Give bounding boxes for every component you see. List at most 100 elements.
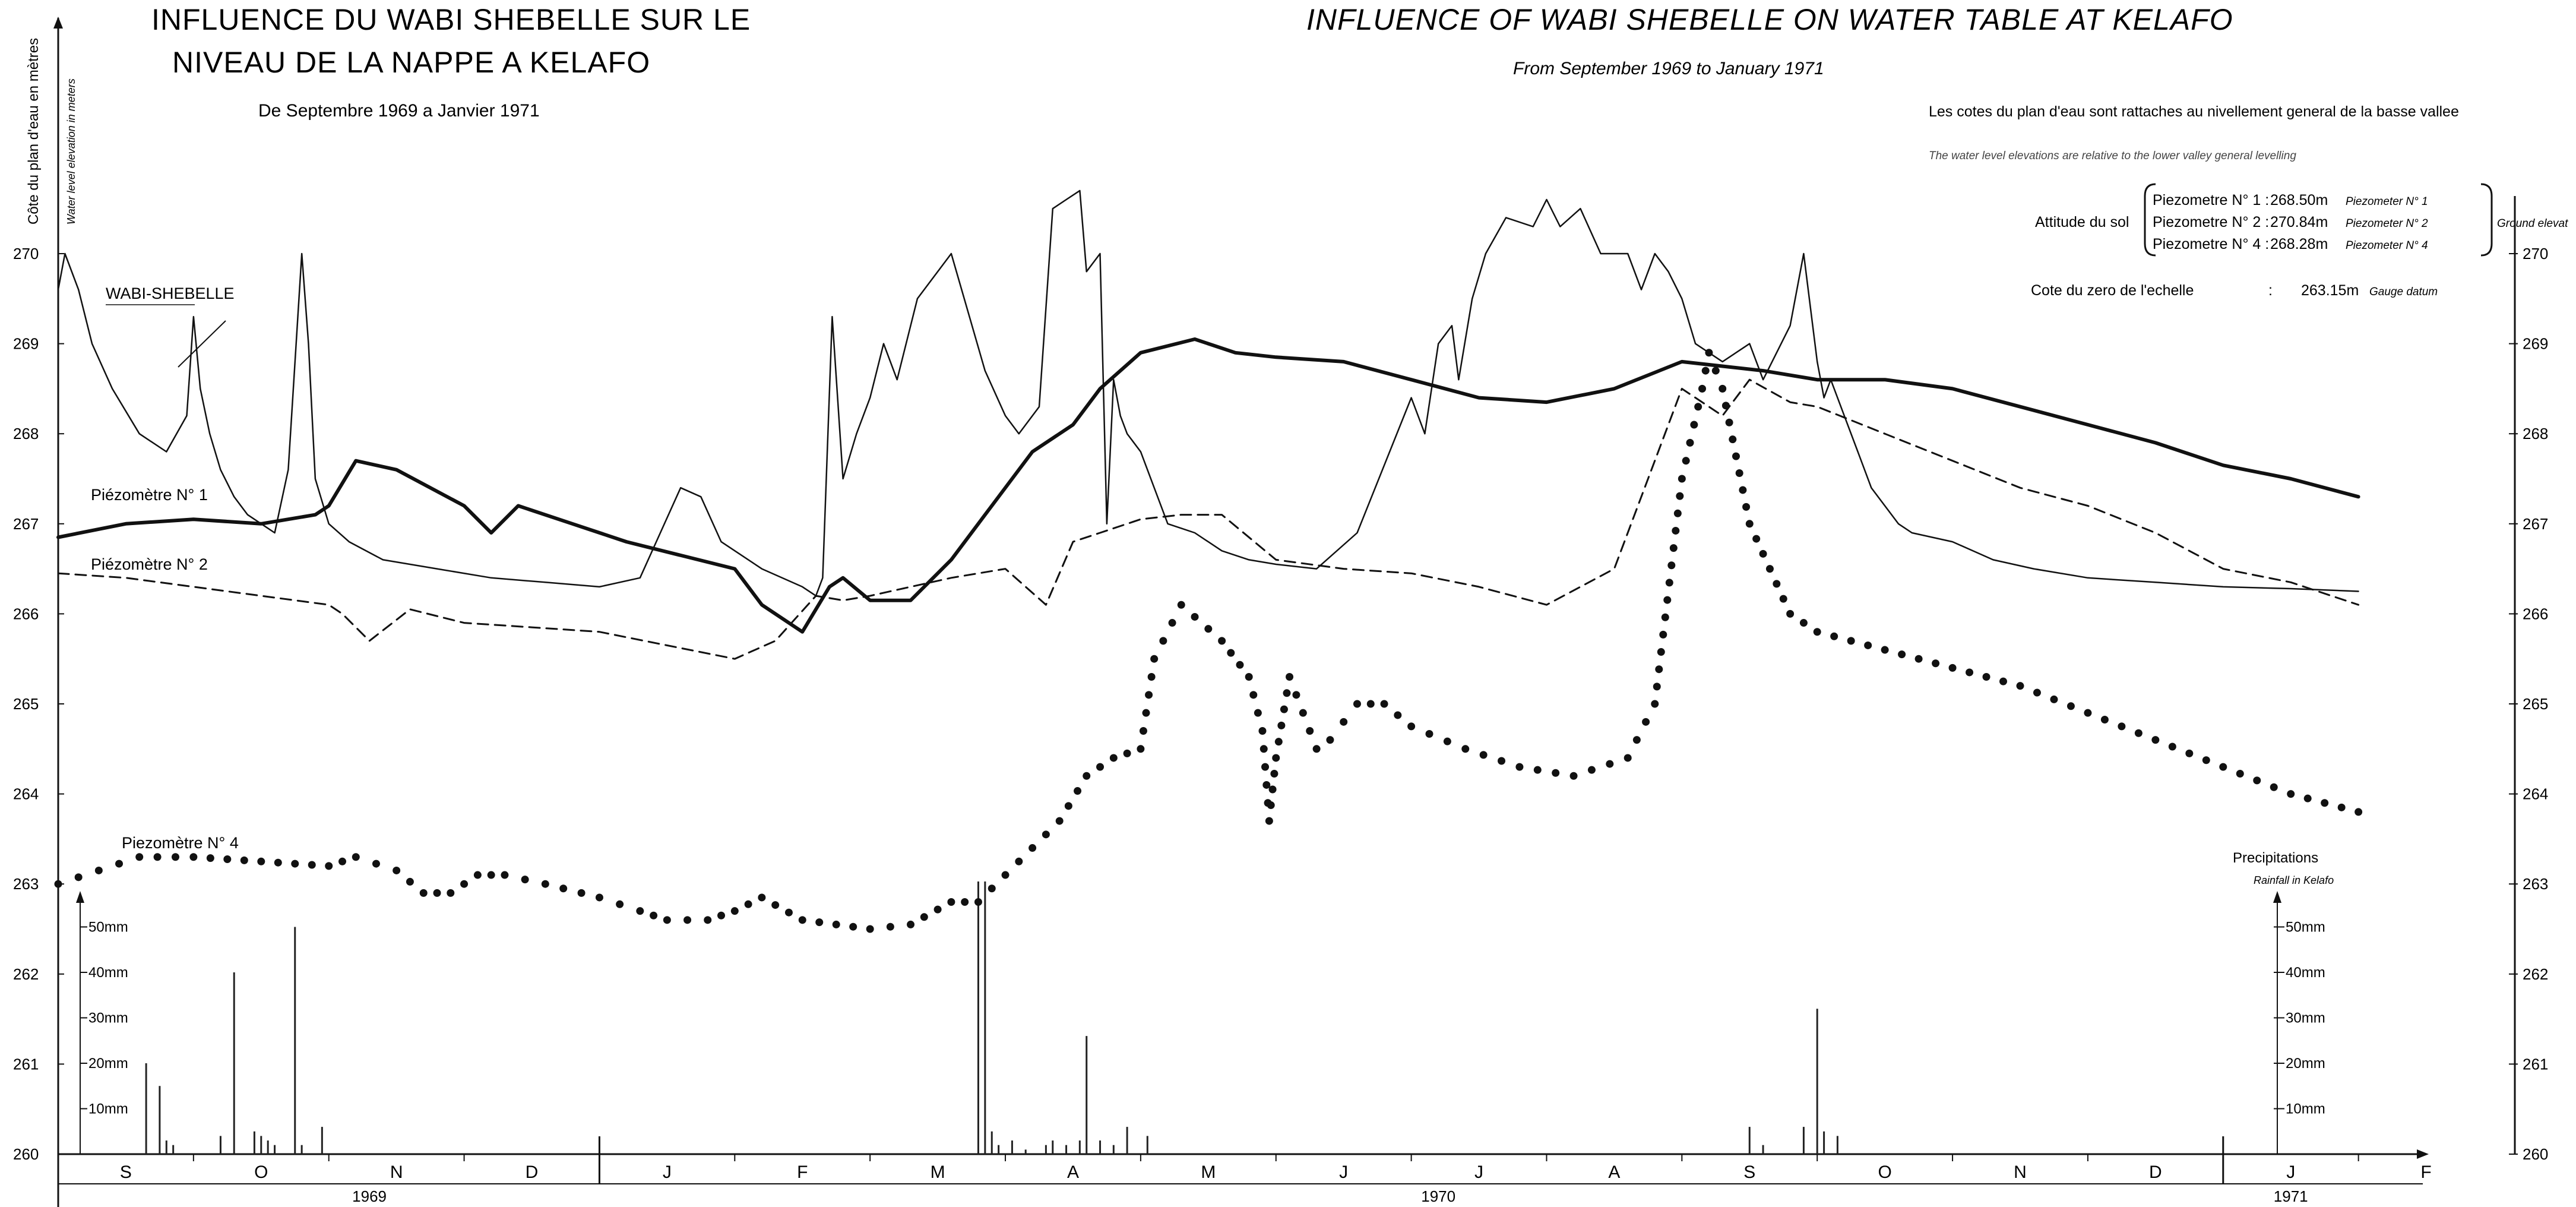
month-label: A (1608, 1162, 1620, 1182)
piezometer-4-point (1028, 844, 1037, 852)
piezometer-4-point (1663, 596, 1672, 604)
piezometer-4-point (1249, 691, 1258, 699)
ground-elevation-label: Ground elevat (2497, 217, 2568, 230)
piezometer-4-point (1274, 738, 1283, 746)
piezometer-4-point (1661, 613, 1669, 621)
y-tick-label-left: 270 (13, 245, 39, 263)
piezometer-4-point (744, 900, 752, 908)
rain-title-fr: Precipitations (2233, 850, 2318, 866)
piezometer-4-point (1259, 745, 1268, 753)
piezometer-4-point (559, 884, 568, 893)
piezometer-note-en: Piezometer N° 1 (2346, 195, 2428, 208)
piezometer-4-point (1261, 763, 1270, 771)
piezometer-4-point (1698, 384, 1707, 393)
piezometer-4-point (1657, 648, 1665, 656)
y-tick-label-left: 263 (13, 875, 39, 893)
piezometer-4-point (1191, 612, 1199, 621)
y-tick-label-left: 266 (13, 605, 39, 623)
rain-tick-label-left: 20mm (88, 1056, 128, 1072)
rain-tick-label-left: 50mm (88, 920, 128, 936)
piezometer-4-point (2100, 716, 2109, 724)
attitude-label: Attitude du sol (2035, 214, 2129, 230)
piezometer-note-en: Piezometer N° 4 (2346, 239, 2428, 252)
piezometer-4-point (1236, 661, 1244, 669)
piezometer-4-point (1267, 801, 1275, 810)
piezometer-4-point (1366, 700, 1375, 708)
label-wabi-leader (178, 320, 226, 368)
month-label: M (931, 1162, 945, 1182)
piezometer-4-point (866, 925, 874, 933)
piezometer-4-point (1786, 609, 1795, 618)
piezometer-4-point (1999, 677, 2008, 685)
piezometer-4-point (1245, 673, 1253, 681)
piezometer-4-point (798, 916, 806, 924)
month-label: N (2014, 1162, 2027, 1182)
piezometer-4-point (683, 916, 692, 924)
piezometer-4-point (2202, 756, 2210, 764)
piezometer-4-point (487, 871, 495, 879)
piezometer-4-point (2134, 729, 2143, 737)
rain-tick-label-right: 30mm (2286, 1010, 2325, 1026)
piezometer-4-point (1690, 421, 1698, 429)
title-fr-line1: INFLUENCE DU WABI SHEBELLE SUR LE (151, 3, 751, 36)
piezometer-4-point (1272, 754, 1280, 762)
piezometer-4-point (1407, 722, 1416, 731)
piezometer-4-point (1655, 665, 1663, 674)
month-label: A (1067, 1162, 1079, 1182)
piezometer-4-point (1326, 736, 1334, 744)
piezometer-4-point (1725, 418, 1733, 426)
series-labels: WABI-SHEBELLE Piézomètre N° 1 Piézomètre N… (91, 285, 239, 852)
y-tick-label-right: 267 (2523, 515, 2548, 533)
piezometer-4-point (1277, 721, 1286, 729)
piezometer-4-point (2118, 722, 2126, 731)
piezometer-4-point (1813, 628, 1821, 636)
piezometer-4-point (1353, 700, 1361, 708)
attitude-brace (2144, 183, 2156, 257)
piezometer-4-point (74, 873, 83, 881)
piezometer-4-point (1659, 630, 1667, 639)
piezometer-4-point (2168, 742, 2176, 751)
piezometer-4-point (206, 854, 214, 862)
rain-tick-label-left: 40mm (88, 965, 128, 981)
piezometer-4-point (1218, 637, 1226, 645)
piezometer-4-point (663, 916, 671, 924)
piezometer-4-point (1380, 700, 1388, 708)
piezometer-4-point (2236, 769, 2244, 778)
month-label: N (390, 1162, 403, 1182)
piezometer-4-point (974, 898, 982, 906)
month-label: M (1201, 1162, 1216, 1182)
piezometer-4-point (1055, 817, 1064, 825)
period-en: From September 1969 to January 1971 (1513, 59, 1824, 78)
piezometer-4-point (1881, 646, 1889, 654)
rain-tick-label-left: 10mm (88, 1101, 128, 1117)
piezometer-4-point (1735, 469, 1743, 478)
y-axis-arrow (53, 17, 63, 29)
y-tick-label-right: 269 (2523, 335, 2548, 353)
piezometer-4-point (1515, 763, 1524, 771)
piezometer-4-point (2303, 794, 2312, 802)
piezometer-4-point (1340, 718, 1348, 726)
piezometer-4-point (1312, 745, 1321, 753)
rain-axis-right-arrow (2273, 891, 2281, 903)
piezometer-4-point (730, 907, 739, 915)
piezometer-4-point (1258, 726, 1267, 735)
piezometer-4-point (1137, 745, 1145, 753)
piezometer-4-point (1701, 366, 1710, 375)
piezometer-4-point (473, 871, 482, 879)
piezometer-4-point (1719, 384, 1727, 393)
rain-axis-left-arrow (76, 891, 84, 903)
piezometer-4-point (325, 862, 333, 870)
piezometer-4-point (920, 913, 928, 921)
piezometer-4-point (2050, 695, 2058, 703)
rain-tick-label-right: 10mm (2286, 1101, 2325, 1117)
piezometer-4-point (1694, 403, 1702, 411)
rain-tick-label-right: 20mm (2286, 1056, 2325, 1072)
piezometer-4-point (2219, 763, 2227, 771)
piezometer-note-name: Piezometre N° 1 : (2153, 192, 2269, 208)
month-label: O (254, 1162, 268, 1182)
piezometer-4-point (1286, 673, 1294, 681)
piezometer-4-point (1914, 655, 1923, 663)
y-tick-label-right: 266 (2523, 605, 2548, 623)
piezometer-4-point (616, 900, 624, 908)
